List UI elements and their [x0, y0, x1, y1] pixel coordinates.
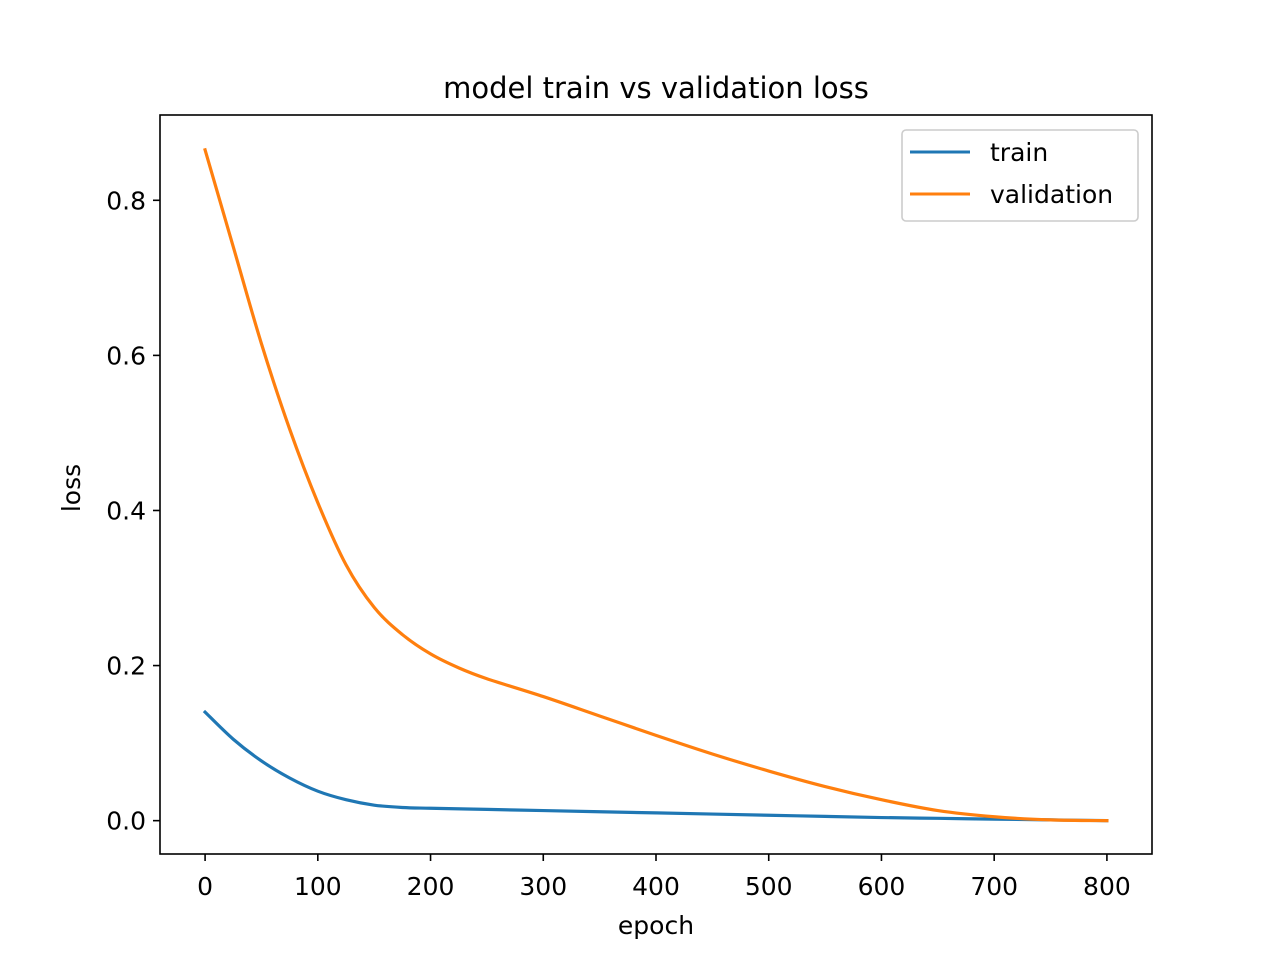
y-axis: 0.0 0.2 0.4 0.6 0.8 [106, 186, 160, 836]
y-tick-label: 0.8 [106, 186, 146, 215]
x-tick-label: 100 [294, 872, 342, 901]
series-line-train [202, 709, 1109, 823]
x-axis: 0 100 200 300 400 500 600 700 800 [197, 854, 1131, 901]
y-tick-label: 0.6 [106, 341, 146, 370]
legend-label-train: train [990, 138, 1048, 167]
y-tick-label: 0.0 [106, 807, 146, 836]
y-tick-label: 0.2 [106, 652, 146, 681]
y-tick-label: 0.4 [106, 496, 146, 525]
x-tick-label: 400 [632, 872, 680, 901]
series-line-validation [203, 147, 1109, 823]
x-tick-label: 600 [858, 872, 906, 901]
x-tick-label: 200 [407, 872, 455, 901]
x-tick-label: 700 [970, 872, 1018, 901]
legend-label-validation: validation [990, 180, 1113, 209]
legend: train validation [901, 129, 1139, 222]
x-tick-label: 300 [519, 872, 567, 901]
x-tick-label: 500 [745, 872, 793, 901]
series-layer [202, 147, 1109, 823]
y-axis-label: loss [57, 464, 86, 512]
chart-title: model train vs validation loss [443, 71, 869, 105]
x-tick-label: 0 [197, 872, 213, 901]
x-tick-label: 800 [1083, 872, 1131, 901]
x-axis-label: epoch [618, 911, 694, 940]
